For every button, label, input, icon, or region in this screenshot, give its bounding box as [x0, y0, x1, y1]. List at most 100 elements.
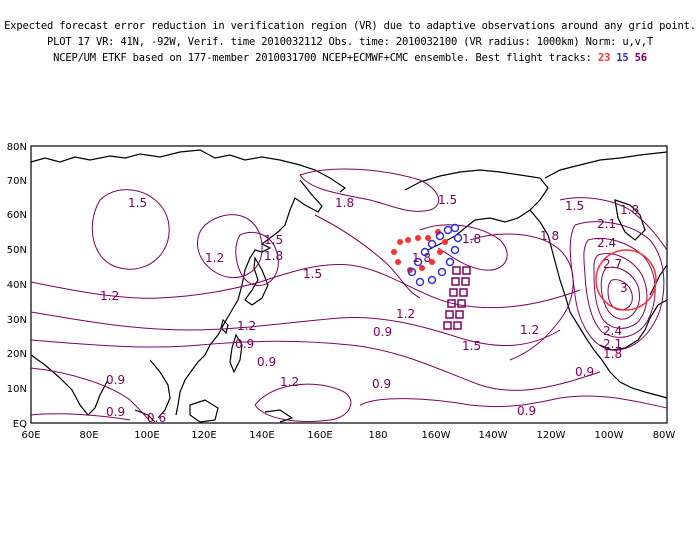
- contour-label: 0.9: [235, 337, 254, 351]
- contour-label: 1.2: [237, 319, 256, 333]
- longitude-labels: 60E 80E 100E 120E 140E 160E 180 160W 140…: [21, 430, 675, 441]
- track-15-point: [413, 257, 423, 267]
- coastline-kamchatka: [237, 179, 323, 301]
- track-15-point: [415, 277, 425, 287]
- track-23-label: 23: [597, 52, 611, 64]
- contour-label: 2.1: [597, 217, 616, 231]
- track-56-point: [443, 321, 452, 330]
- contour-label: 1.8: [412, 251, 431, 265]
- contour-line: [593, 253, 648, 329]
- track-15-point: [407, 267, 417, 277]
- contours: [30, 168, 668, 423]
- lon-label: 80E: [79, 430, 98, 441]
- track-15-point: [427, 275, 437, 285]
- track-15-point: [453, 233, 463, 243]
- coastline-taiwan: [220, 318, 229, 335]
- track-23-point: [405, 237, 411, 243]
- lon-label: 180: [368, 430, 387, 441]
- track-15-point: [450, 223, 460, 233]
- contour-line: [30, 311, 561, 346]
- track-15-point: [443, 225, 453, 235]
- lat-label: 80N: [7, 142, 27, 153]
- lon-label: 140E: [249, 430, 274, 441]
- lat-label: 30N: [7, 315, 27, 326]
- lon-label: 60E: [21, 430, 40, 441]
- lon-label: 160E: [307, 430, 332, 441]
- contour-label: 1.8: [335, 196, 354, 210]
- track-15-label: 15: [616, 52, 629, 64]
- coastline-north-america-north: [544, 151, 668, 179]
- contour-label: 1.2: [280, 375, 299, 389]
- lon-label: 120E: [191, 430, 216, 441]
- contour-line: [30, 367, 151, 423]
- contour-label: 1.8: [620, 203, 639, 217]
- contour-labels: 1.5 1.8 1.5 1.5 1.8 1.2 1.8 1.5 1.2 1.2 …: [100, 193, 639, 425]
- lon-label: 100W: [595, 430, 624, 441]
- contour-label: 1.8: [603, 347, 622, 361]
- contour-label: 1.5: [438, 193, 457, 207]
- contour-label: 1.2: [100, 289, 119, 303]
- contour-line: [30, 339, 601, 391]
- contour-label: 0.9: [106, 405, 125, 419]
- contour-label: 1.8: [540, 229, 559, 243]
- track-15-point: [420, 247, 430, 257]
- contour-line: [254, 383, 352, 422]
- lat-label: 50N: [7, 245, 27, 256]
- contour-line: [359, 395, 668, 409]
- contour-line: [196, 214, 263, 279]
- coastlines: [30, 149, 668, 423]
- contour-line: [299, 168, 440, 212]
- contour-label: 0.6: [147, 411, 166, 425]
- contour-label: 1.5: [128, 196, 147, 210]
- coastline-borneo: [189, 399, 219, 423]
- track-56-point: [461, 277, 470, 286]
- track-23-point: [435, 229, 441, 235]
- map-frame: [30, 145, 668, 424]
- track-23-point: [395, 259, 401, 265]
- track-23-point: [419, 265, 425, 271]
- track-56-point: [447, 299, 456, 308]
- coastline-japan: [244, 256, 269, 306]
- coastline-alaska: [404, 169, 549, 251]
- coastline-indochina: [149, 359, 171, 419]
- track-23-point: [415, 235, 421, 241]
- contour-label: 0.9: [517, 404, 536, 418]
- lat-label: 60N: [7, 210, 27, 221]
- lat-label: 10N: [7, 384, 27, 395]
- lat-label: EQ: [13, 419, 27, 430]
- track-23-point: [429, 259, 435, 265]
- track-56-point: [462, 266, 471, 275]
- coastline-east-coast: [649, 264, 668, 296]
- contour-label: 1.5: [264, 233, 283, 247]
- contour-label: 1.5: [565, 199, 584, 213]
- contour-label: 0.9: [373, 325, 392, 339]
- track-56-point: [459, 288, 468, 297]
- verification-region-circle: [595, 249, 657, 311]
- lon-label: 80W: [653, 430, 676, 441]
- track-23-point: [391, 249, 397, 255]
- contour-label: 1.2: [520, 323, 539, 337]
- contour-label: 1.2: [205, 251, 224, 265]
- coastline-india: [30, 354, 109, 416]
- coastline-east-asia: [175, 299, 239, 416]
- title-line-3-text: NCEP/UM ETKF based on 177-member 2010031…: [53, 52, 592, 64]
- track-56-point: [452, 266, 461, 275]
- contour-label: 1.5: [303, 267, 322, 281]
- track-56-point: [449, 288, 458, 297]
- contour-label: 0.9: [106, 373, 125, 387]
- coastline-mexico-gulf: [599, 299, 668, 351]
- track-15-point: [450, 245, 460, 255]
- lat-label: 70N: [7, 176, 27, 187]
- coastline-hudson-bay: [614, 199, 646, 241]
- track-56-point: [451, 277, 460, 286]
- contour-line: [600, 266, 641, 320]
- contour-label: 1.8: [264, 249, 283, 263]
- coastline-sumatra: [134, 409, 156, 423]
- contour-label: 2.7: [603, 257, 622, 271]
- track-15-point: [435, 231, 445, 241]
- coastline-philippines: [229, 333, 243, 374]
- contour-label: 0.9: [575, 365, 594, 379]
- contour-line: [30, 263, 581, 309]
- contour-line: [559, 197, 668, 251]
